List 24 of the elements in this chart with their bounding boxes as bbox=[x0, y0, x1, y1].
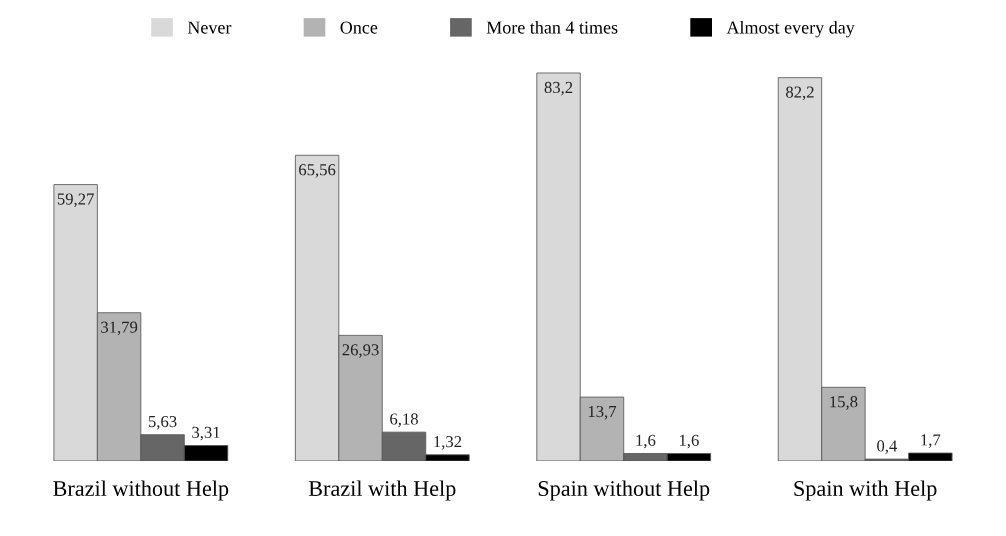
data-label: 1,6 bbox=[679, 434, 699, 449]
x-tick-label: Brazil with Help bbox=[308, 480, 456, 501]
x-tick-label: Spain without Help bbox=[538, 480, 710, 501]
data-label: 65,56 bbox=[299, 164, 336, 178]
data-label: 0,4 bbox=[877, 440, 898, 454]
data-label: 31,79 bbox=[101, 321, 138, 336]
legend-label: Almost every day bbox=[726, 20, 855, 38]
data-label: 3,31 bbox=[192, 426, 220, 441]
data-label: 1,6 bbox=[636, 434, 656, 449]
x-tick-label: Brazil without Help bbox=[53, 480, 229, 501]
data-label: 1,7 bbox=[921, 434, 941, 448]
data-label: 59,27 bbox=[57, 193, 94, 208]
data-label: 5,63 bbox=[148, 415, 177, 430]
data-label: 83,2 bbox=[544, 81, 573, 96]
data-label: 26,93 bbox=[342, 344, 379, 358]
data-label: 13,7 bbox=[588, 405, 617, 420]
data-label: 15,8 bbox=[830, 396, 858, 410]
data-label: 82,2 bbox=[786, 86, 814, 101]
x-tick-label: Spain with Help bbox=[794, 480, 937, 501]
legend-label: Once bbox=[340, 21, 378, 34]
data-label: 6,18 bbox=[390, 413, 418, 427]
data-label: 1,32 bbox=[434, 436, 462, 450]
legend-label: Never bbox=[187, 21, 232, 34]
legend-label: More than 4 times bbox=[486, 20, 618, 34]
